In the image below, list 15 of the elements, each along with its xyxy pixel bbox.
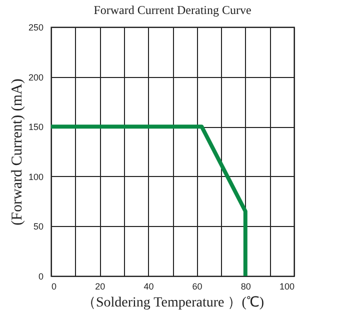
y-tick-label: 100 <box>28 172 44 182</box>
x-tick-label: 60 <box>192 282 202 292</box>
y-tick-label: 250 <box>28 22 44 32</box>
y-tick-label: 200 <box>28 72 44 82</box>
x-tick-label: 40 <box>144 282 154 292</box>
y-tick-label: 150 <box>28 122 44 132</box>
x-tick-label: 0 <box>52 282 57 292</box>
y-tick-label: 0 <box>38 272 44 282</box>
x-tick-label: 20 <box>95 282 106 292</box>
y-axis-title: (Forward Current) (mA) <box>9 78 26 226</box>
x-tick-label: 80 <box>240 282 251 292</box>
x-tick-label: 100 <box>279 282 294 292</box>
chart-title: Forward Current Derating Curve <box>94 3 252 17</box>
y-tick-label: 50 <box>33 222 44 232</box>
x-axis-title: （Soldering Temperature ）(℃) <box>82 296 264 310</box>
